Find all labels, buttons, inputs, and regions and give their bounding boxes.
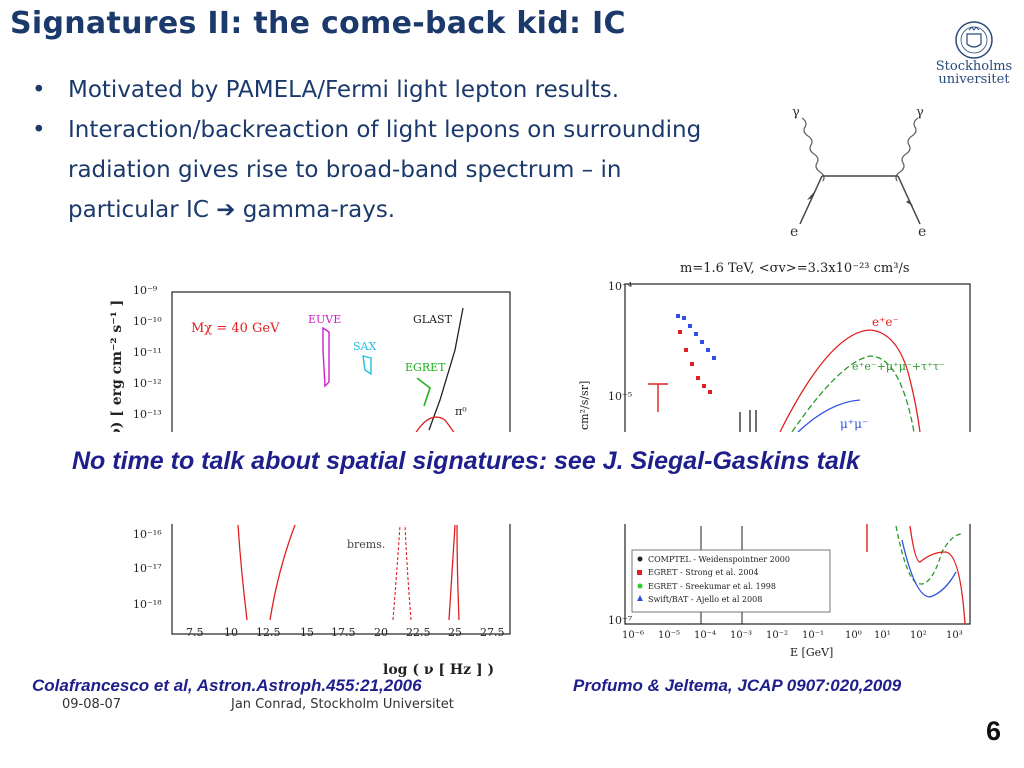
electron-label-right: e <box>918 224 926 240</box>
xtick: 10⁻² <box>766 630 788 641</box>
xtick: 17.5 <box>331 626 356 639</box>
legend-comptel: COMPTEL - Weidenspointner 2000 <box>648 555 790 564</box>
overlay-banner <box>0 432 1024 524</box>
xtick: 15 <box>300 626 314 639</box>
logo-line2: universitet <box>938 72 1010 87</box>
right-yticks: 10⁻⁴ 10⁻⁵ 10⁻⁷ <box>608 280 633 627</box>
right-xticks: 10⁻⁶ 10⁻⁵ 10⁻⁴ 10⁻³ 10⁻² 10⁻¹ 10⁰ 10¹ 10… <box>622 630 963 641</box>
left-yticks-upper: 10⁻⁹ 10⁻¹⁰ 10⁻¹¹ 10⁻¹² 10⁻¹³ <box>133 284 162 421</box>
xtick: 10³ <box>946 630 963 641</box>
photon-label-left: γ <box>792 105 800 120</box>
university-seal-logo <box>955 21 993 59</box>
xtick: 10⁻³ <box>730 630 752 641</box>
page-number: 6 <box>986 716 1002 746</box>
xtick: 10² <box>910 630 927 641</box>
xtick: 10⁻⁶ <box>622 630 644 641</box>
xtick: 7.5 <box>186 626 204 639</box>
ytick: 10⁻¹⁷ <box>133 562 162 575</box>
egret-data-red <box>678 330 712 394</box>
photon-line-right <box>895 117 919 182</box>
curve-label-ee: e⁺e⁻ <box>872 315 899 329</box>
bullet-text: Motivated by PAMELA/Fermi light lepton r… <box>68 77 620 103</box>
electron-label-left: e <box>790 224 798 240</box>
brems-label: brems. <box>347 538 385 551</box>
sax-label: SAX <box>353 340 376 353</box>
ytick: 10⁻¹⁸ <box>133 598 162 611</box>
feynman-diagram: γ γ e e <box>790 105 926 240</box>
ytick: 10⁻¹³ <box>133 408 162 421</box>
ytick: 10⁻⁴ <box>608 280 633 293</box>
electron-line-left <box>799 175 823 225</box>
ytick: 10⁻¹¹ <box>133 346 162 359</box>
mass-label: Mχ = 40 GeV <box>191 321 280 336</box>
slide-title: Signatures II: the come-back kid: IC <box>10 6 626 41</box>
ytick: 10⁻¹⁰ <box>133 315 162 328</box>
ytick: 10⁻¹² <box>133 377 162 390</box>
pi0-label: π⁰ <box>455 405 467 418</box>
bullet-item: Interaction/backreaction of light lepons… <box>28 110 708 230</box>
glast-label: GLAST <box>413 313 453 326</box>
euve-label: EUVE <box>308 313 341 326</box>
reference-left: Colafrancesco et al, Astron.Astroph.455:… <box>32 676 422 695</box>
xtick: 25 <box>448 626 462 639</box>
ytick: 10⁻⁷ <box>608 614 633 627</box>
right-plot-ylabel: cm²/s/sr] <box>578 381 591 430</box>
curve-label-mumu: μ⁺μ⁻ <box>840 417 868 431</box>
legend-swift: Swift/BAT - Ajello et al 2008 <box>648 595 762 604</box>
right-spectrum-plot: m=1.6 TeV, <σv>=3.3x10⁻²³ cm³/s cm²/s/sr… <box>578 261 971 659</box>
fermi-data-blue <box>676 314 716 360</box>
xtick: 10⁻¹ <box>802 630 824 641</box>
bullet-text: Interaction/backreaction of light lepons… <box>68 117 702 223</box>
right-plot-xlabel: E [GeV] <box>790 646 833 659</box>
legend-egret-sreekumar: EGRET - Sreekumar et al. 1998 <box>648 582 776 591</box>
xtick: 12.5 <box>256 626 281 639</box>
photon-line-left <box>801 117 825 182</box>
curve-label-all: e⁺e⁻+μ⁺μ⁻+τ⁺τ⁻ <box>852 360 945 373</box>
xtick: 22.5 <box>406 626 431 639</box>
reference-right: Profumo & Jeltema, JCAP 0907:020,2009 <box>573 676 902 695</box>
footer-author: Jan Conrad, Stockholm Universitet <box>231 697 454 712</box>
left-xticks: 7.5 10 12.5 15 17.5 20 22.5 25 27.5 <box>186 626 505 639</box>
xtick: 20 <box>374 626 388 639</box>
left-spectrum-plot: ν) [ erg cm⁻² s⁻¹ ] 10⁻⁹ 10⁻¹⁰ 10⁻¹¹ 10⁻… <box>109 284 511 678</box>
xtick: 10⁻⁵ <box>658 630 680 641</box>
left-yticks-lower: 10⁻¹⁶ 10⁻¹⁷ 10⁻¹⁸ <box>133 528 162 611</box>
photon-label-right: γ <box>916 105 924 120</box>
logo-wordmark: Stockholms universitet <box>928 60 1020 86</box>
ytick: 10⁻⁵ <box>608 390 632 403</box>
footer-date: 09-08-07 <box>62 697 122 712</box>
bullet-list: Motivated by PAMELA/Fermi light lepton r… <box>28 70 788 230</box>
right-plot-title: m=1.6 TeV, <σv>=3.3x10⁻²³ cm³/s <box>680 261 910 276</box>
logo-line1: Stockholms <box>935 59 1013 74</box>
xtick: 27.5 <box>480 626 505 639</box>
banner-text: No time to talk about spatial signatures… <box>72 447 860 475</box>
left-plot-xlabel: log ( ν [ Hz ] ) <box>383 662 494 678</box>
ytick: 10⁻⁹ <box>133 284 158 297</box>
comptel-data-black <box>739 410 757 432</box>
xtick: 10¹ <box>874 630 891 641</box>
xtick: 10 <box>224 626 238 639</box>
egret-label: EGRET <box>405 361 446 374</box>
ytick: 10⁻¹⁶ <box>133 528 162 541</box>
bullet-item: Motivated by PAMELA/Fermi light lepton r… <box>28 70 788 110</box>
xtick: 10⁻⁴ <box>694 630 716 641</box>
left-plot-ylabel: ν) [ erg cm⁻² s⁻¹ ] <box>109 300 125 438</box>
legend-egret-strong: EGRET - Strong et al. 2004 <box>648 568 759 577</box>
xtick: 10⁰ <box>845 630 862 641</box>
